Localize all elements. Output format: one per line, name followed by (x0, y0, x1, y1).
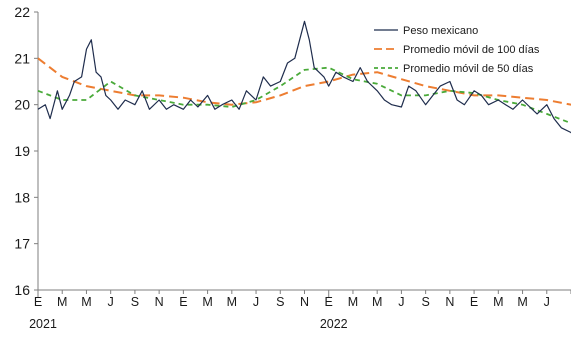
x-tick-label: E (470, 295, 478, 309)
legend-label: Peso mexicano (403, 25, 478, 37)
x-tick-label: J (544, 295, 550, 309)
x-year-label: 2022 (320, 317, 348, 331)
x-tick-label: M (202, 295, 212, 309)
x-tick-label: M (57, 295, 67, 309)
y-tick-label: 21 (14, 50, 30, 66)
x-tick-label: M (372, 295, 382, 309)
series-layer (37, 20, 571, 134)
legend-label: Promedio móvil de 50 días (403, 63, 534, 75)
x-tick-label: M (227, 295, 237, 309)
series-line-ma50 (37, 66, 571, 125)
y-tick-label: 20 (14, 97, 30, 113)
x-tick-label: J (108, 295, 114, 309)
x-tick-label: S (421, 295, 429, 309)
x-tick-label: E (34, 295, 42, 309)
x-tick-label: N (445, 295, 454, 309)
x-year-label: 2021 (29, 317, 57, 331)
x-tick-label: M (81, 295, 91, 309)
y-tick-label: 22 (14, 4, 30, 20)
y-tick-label: 18 (14, 189, 30, 205)
x-tick-label: M (493, 295, 503, 309)
x-tick-label: N (155, 295, 164, 309)
series-line-ma100 (37, 57, 571, 106)
x-tick-label: S (131, 295, 139, 309)
x-tick-label: M (517, 295, 527, 309)
x-tick-label: J (398, 295, 404, 309)
y-tick-label: 19 (14, 143, 30, 159)
x-tick-label: S (276, 295, 284, 309)
legend-label: Promedio móvil de 100 días (403, 44, 540, 56)
x-tick-label: E (179, 295, 187, 309)
x-tick-label: J (253, 295, 259, 309)
x-tick-label: E (325, 295, 333, 309)
y-tick-label: 16 (14, 282, 30, 298)
x-tick-label: N (300, 295, 309, 309)
y-tick-label: 17 (14, 236, 30, 252)
legend: Peso mexicano Promedio móvil de 100 días P… (374, 25, 540, 75)
x-tick-label: M (348, 295, 358, 309)
series-line-peso (37, 20, 571, 134)
